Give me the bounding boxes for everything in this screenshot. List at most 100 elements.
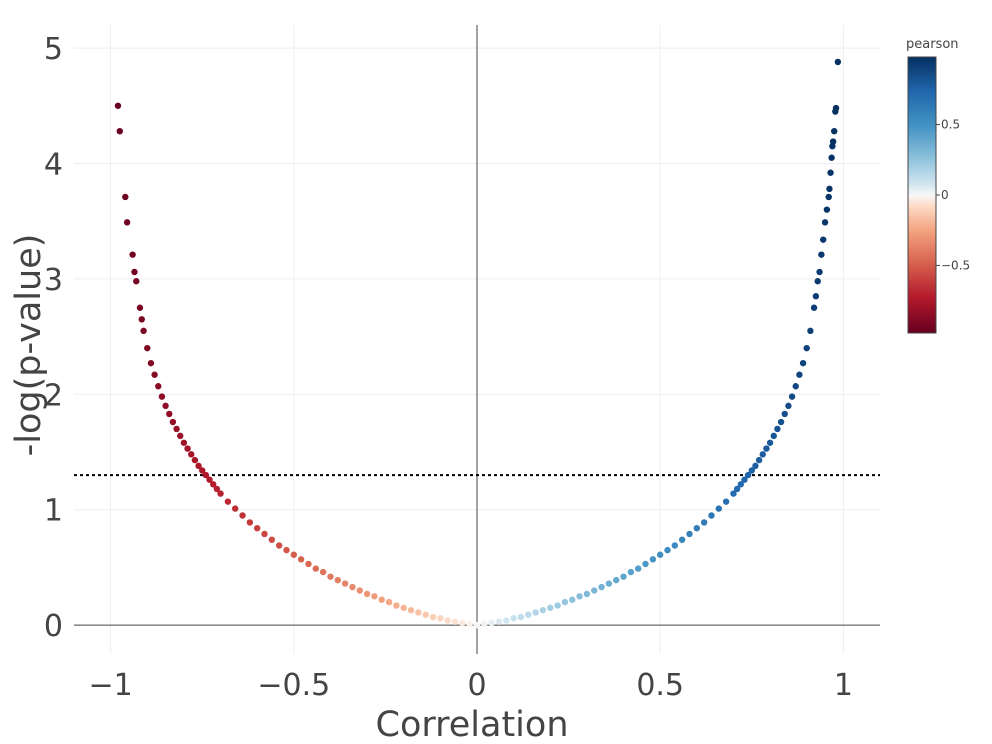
data-points [114,58,842,629]
y-tick-label: 4 [44,147,63,182]
data-point [138,316,145,323]
data-point [763,445,770,452]
data-point [741,476,748,483]
y-tick-label: 0 [44,609,63,644]
data-point [517,613,525,621]
data-point [759,451,766,458]
data-point [422,611,429,618]
data-point [415,609,422,616]
data-point [525,611,532,618]
data-point [770,432,777,440]
data-point [823,206,831,213]
x-tick-label: 0 [467,668,486,703]
colorbar-title: pearson [906,37,959,52]
data-point [400,604,407,612]
data-point [810,304,818,311]
data-point [591,587,598,594]
y-tick-label: 2 [44,378,63,413]
data-point [459,619,466,627]
data-point [166,410,173,418]
data-point [451,618,459,625]
data-point [312,565,319,572]
data-point [206,476,213,483]
data-point [180,439,188,446]
data-point [268,536,276,543]
x-tick-label: −0.5 [257,668,330,703]
y-axis-ticks: 0 1 2 3 4 5 [44,32,63,644]
data-point [297,556,305,563]
data-point [605,580,613,587]
colorbar: pearson 0.5 0 −0.5 [906,37,970,334]
data-point [816,268,823,276]
data-point [510,615,517,622]
data-point [671,542,679,549]
data-point [385,598,393,606]
zero-lines [74,25,880,654]
data-point [598,583,605,591]
data-point [290,551,298,558]
colorbar-ticks: 0.5 0 −0.5 [936,118,970,272]
data-point [261,530,268,538]
data-point [820,236,827,243]
data-point [246,519,254,526]
data-point [155,383,162,390]
data-point [224,498,232,505]
data-point [792,383,799,390]
data-point [799,359,807,367]
data-point [796,371,803,378]
data-point [253,525,261,532]
colorbar-gradient [907,56,937,334]
data-point [356,587,363,594]
data-point [378,596,385,603]
data-point [569,596,576,603]
data-point [620,573,627,580]
y-tick-label: 5 [44,32,63,67]
data-point [393,602,400,609]
data-point [627,568,635,576]
data-point [129,251,136,258]
data-point [649,556,657,563]
data-point [752,462,759,470]
data-point [140,327,147,335]
data-point [832,104,840,112]
data-point [700,519,708,526]
data-point [114,102,122,109]
data-point [184,445,191,452]
data-point [407,606,415,614]
data-point [722,498,730,505]
data-point [305,560,312,568]
data-point [136,304,144,311]
data-point [708,512,715,519]
y-tick-label: 1 [44,494,63,529]
colorbar-tick-label: −0.5 [941,258,970,272]
data-point [162,402,169,410]
data-point [831,127,838,135]
data-point [202,471,210,479]
data-point [122,193,129,201]
data-point [664,546,671,554]
x-tick-label: 1 [834,668,853,703]
data-point [828,154,835,161]
data-point [547,604,554,612]
data-point [444,617,451,624]
data-point [744,471,752,479]
data-point [466,620,473,628]
data-point [733,485,741,493]
data-point [583,590,591,598]
data-point [821,219,829,226]
data-point [785,402,792,410]
data-point [488,619,495,627]
data-point [473,621,481,629]
data-point [827,169,834,176]
data-point [173,425,180,433]
data-point [319,568,327,576]
data-point [123,219,131,226]
data-point [686,530,693,538]
data-point [144,344,151,352]
data-point [217,490,224,497]
data-point [133,278,140,285]
x-axis-title: Correlation [376,705,569,744]
data-point [158,393,166,400]
data-point [283,546,290,554]
data-point [177,432,184,440]
